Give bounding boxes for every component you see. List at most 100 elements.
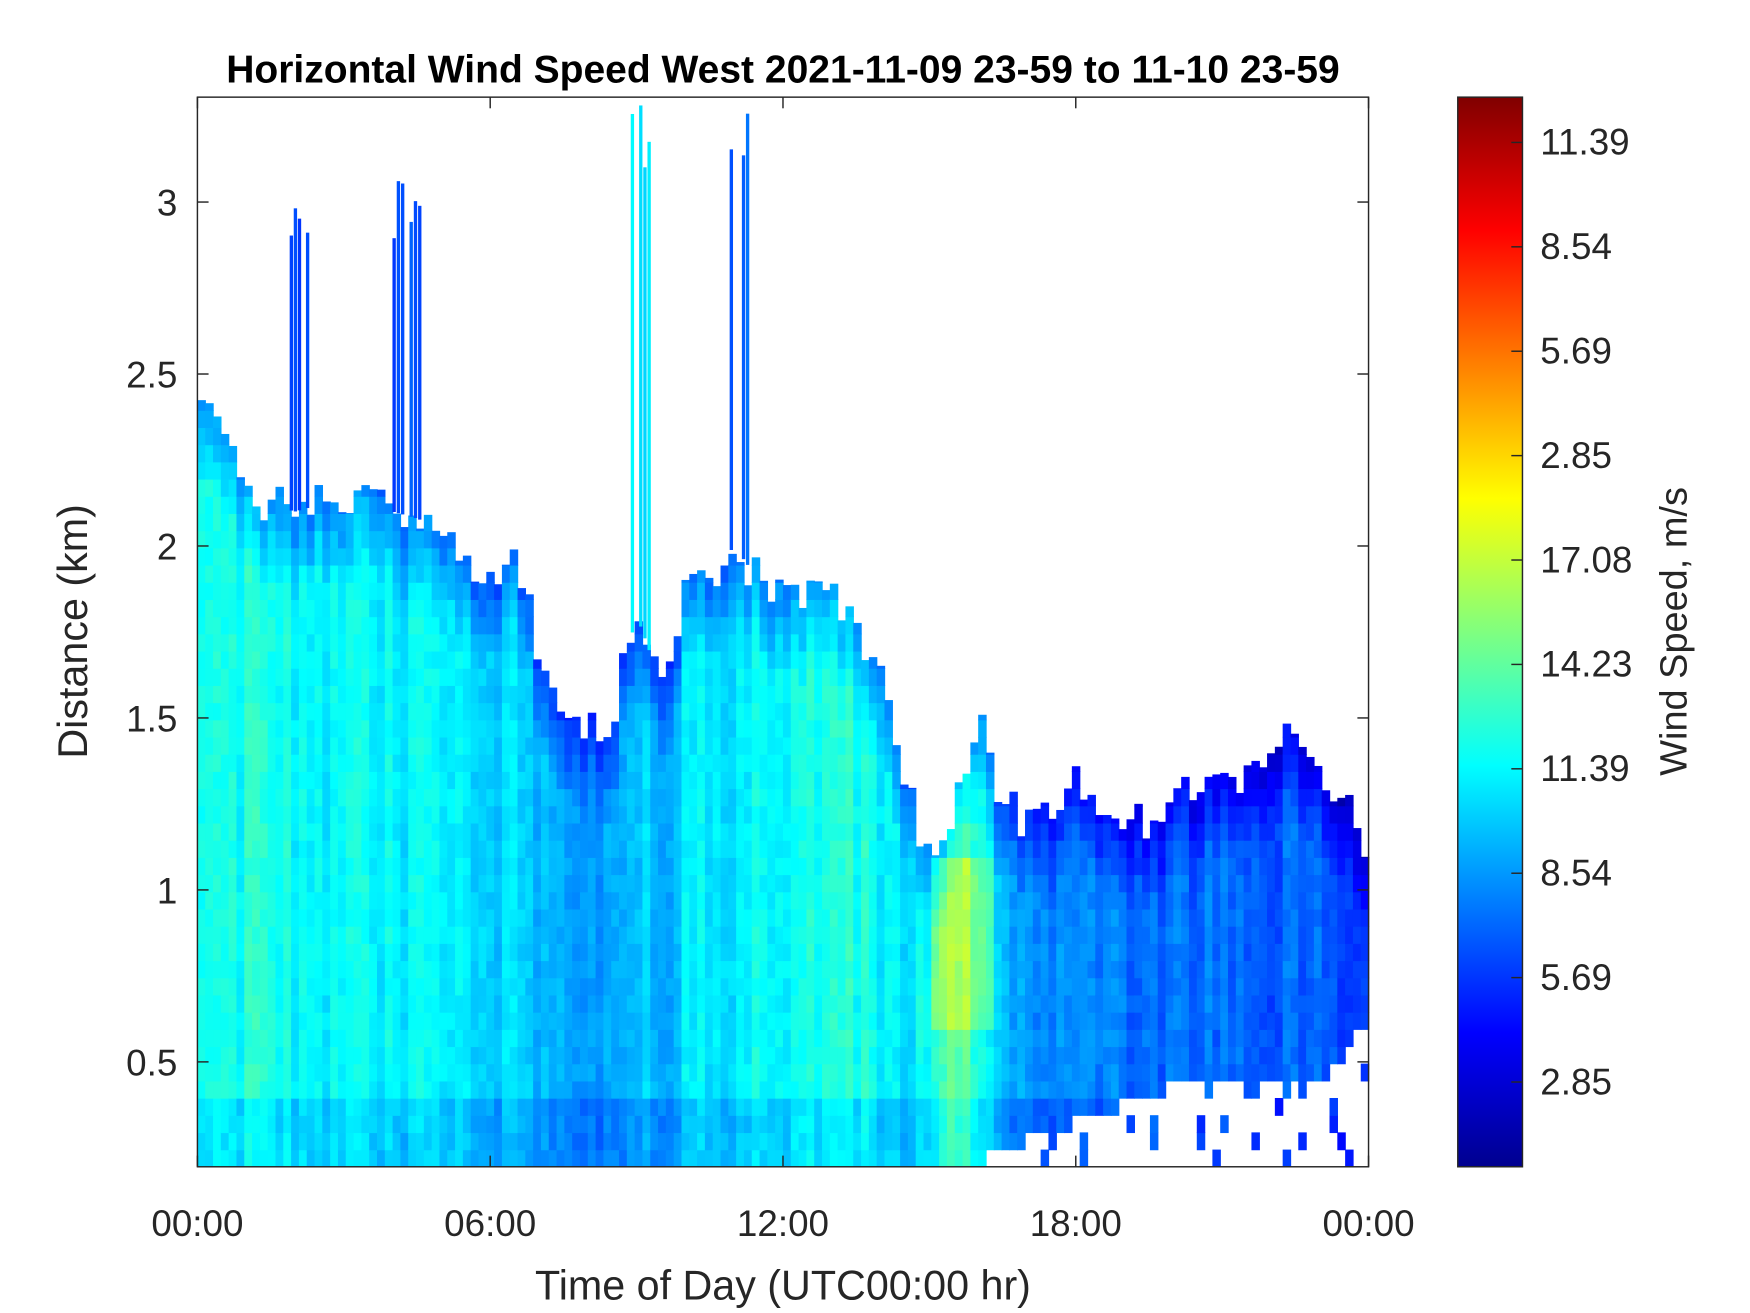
heatmap-cell <box>720 943 729 962</box>
heatmap-cell <box>236 530 245 549</box>
heatmap-cell <box>423 840 433 858</box>
heatmap-cell <box>1079 840 1089 858</box>
heatmap-cell <box>829 1012 839 1030</box>
heatmap-cell <box>798 840 808 858</box>
heatmap-cell <box>1235 977 1245 996</box>
heatmap-cell <box>868 805 878 824</box>
heatmap-cell <box>236 994 245 1013</box>
heatmap-cell <box>782 685 792 704</box>
heatmap-cell <box>197 891 206 910</box>
heatmap-cell <box>361 650 370 669</box>
heatmap-cell <box>1360 856 1370 858</box>
heatmap-cell <box>634 771 644 790</box>
heatmap-cell <box>1181 977 1190 996</box>
heatmap-cell <box>236 1080 245 1099</box>
heatmap-cell <box>611 754 620 772</box>
heatmap-cell <box>236 822 245 841</box>
heatmap-cell <box>1079 1132 1089 1151</box>
heatmap-cell <box>806 943 815 962</box>
heatmap-cell <box>1298 891 1307 910</box>
heatmap-cell <box>1352 1012 1362 1030</box>
heatmap-cell <box>829 805 839 824</box>
heatmap-cell <box>1274 840 1284 858</box>
heatmap-cell <box>361 857 370 876</box>
heatmap-cell <box>1149 1132 1159 1151</box>
heatmap-cell <box>275 496 284 514</box>
heatmap-cell <box>650 685 659 704</box>
heatmap-cell <box>1110 818 1120 824</box>
heatmap-cell <box>353 490 363 497</box>
heatmap-cell <box>736 1029 745 1048</box>
heatmap-cell <box>494 736 503 755</box>
heatmap-cell <box>283 736 292 755</box>
heatmap-cell <box>946 1132 956 1151</box>
heatmap-cell <box>228 840 238 858</box>
heatmap-cell <box>736 616 745 635</box>
heatmap-cell <box>306 771 316 790</box>
heatmap-cell <box>572 1046 581 1065</box>
heatmap-cell <box>1165 1046 1175 1065</box>
heatmap-cell <box>923 994 932 1013</box>
heatmap-cell <box>205 754 214 772</box>
heatmap-cell <box>1009 926 1018 944</box>
heatmap-cell <box>1345 822 1354 841</box>
heatmap-cell <box>267 960 277 979</box>
heatmap-cell <box>517 1149 527 1168</box>
heatmap-cell <box>822 1012 831 1030</box>
heatmap-cell <box>595 788 605 807</box>
heatmap-cell <box>205 771 214 790</box>
heatmap-cell <box>814 977 823 996</box>
heatmap-cell <box>501 582 511 600</box>
heatmap-cell <box>1017 994 1026 1013</box>
heatmap-cell <box>408 1063 417 1082</box>
heatmap-cell <box>845 1029 854 1048</box>
heatmap-cell <box>213 857 222 876</box>
heatmap-cell <box>220 513 230 532</box>
heatmap-cell <box>1259 926 1268 944</box>
heatmap-cell <box>798 1115 808 1134</box>
heatmap-cell <box>822 891 831 910</box>
heatmap-cell <box>954 943 964 962</box>
heatmap-cell <box>579 822 589 841</box>
heatmap-cell <box>993 960 1003 979</box>
heatmap-cell <box>814 926 823 944</box>
heatmap-cell <box>330 840 339 858</box>
heatmap-cell <box>267 1080 277 1099</box>
heatmap-cell <box>455 994 464 1013</box>
heatmap-cell <box>798 736 808 755</box>
heatmap-cell <box>587 1029 597 1048</box>
heatmap-cell <box>767 1046 776 1065</box>
heatmap-cell <box>345 530 355 549</box>
heatmap-plume <box>396 181 401 514</box>
heatmap-cell <box>767 1149 776 1168</box>
heatmap-cell <box>658 736 667 755</box>
heatmap-cell <box>978 719 987 738</box>
heatmap-cell <box>736 719 745 738</box>
heatmap-cell <box>931 874 940 893</box>
heatmap-cell <box>501 822 511 841</box>
heatmap-cell <box>728 977 737 996</box>
heatmap-cell <box>907 1132 917 1151</box>
heatmap-cell <box>517 1097 527 1116</box>
heatmap-cell <box>400 564 409 583</box>
heatmap-cell <box>884 805 893 824</box>
heatmap-cell <box>205 444 214 463</box>
heatmap-cell <box>525 960 534 979</box>
heatmap-cell <box>978 714 987 721</box>
heatmap-cell <box>814 788 823 807</box>
heatmap-cell <box>337 908 347 927</box>
heatmap-cell <box>642 771 651 790</box>
heatmap-cell <box>978 736 987 755</box>
heatmap-cell <box>462 874 472 893</box>
heatmap-cell <box>501 668 511 686</box>
heatmap-cell <box>517 994 527 1013</box>
heatmap-cell <box>814 822 823 841</box>
heatmap-cell <box>369 1063 378 1082</box>
heatmap-cell <box>845 994 854 1013</box>
heatmap-cell <box>1282 994 1292 1013</box>
heatmap-cell <box>236 805 245 824</box>
heatmap-cell <box>587 994 597 1013</box>
heatmap-cell <box>220 702 230 721</box>
heatmap-cell <box>689 573 698 583</box>
heatmap-cell <box>462 650 472 669</box>
